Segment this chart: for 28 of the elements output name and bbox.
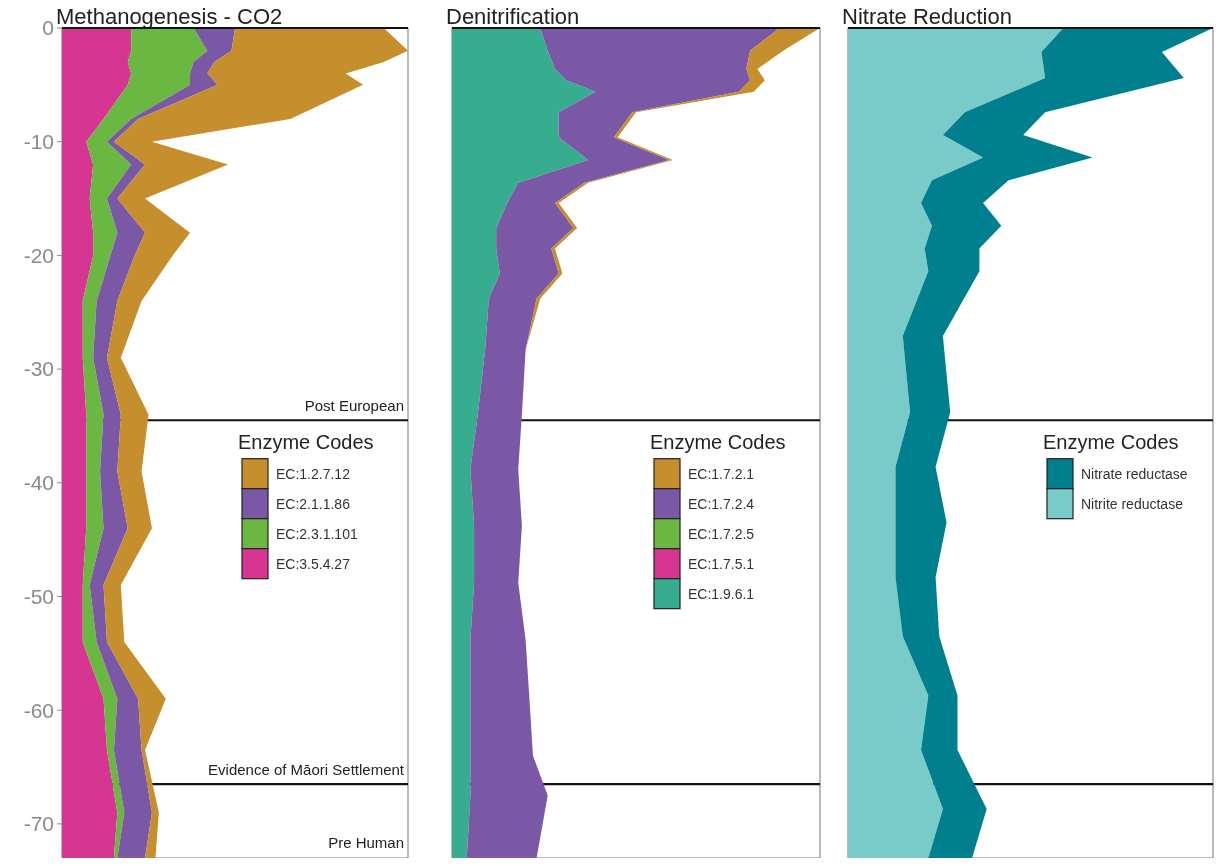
y-tick-label: -30 [23,357,54,381]
ref-line-label: Post European [304,397,404,415]
legend-title: Enzyme Codes [1043,430,1179,453]
legend-label: Nitrite reductase [1081,495,1184,512]
legend-title: Enzyme Codes [650,430,786,453]
legend-label: EC:1.9.6.1 [688,585,755,602]
legend-label: EC:1.7.5.1 [688,555,755,572]
y-tick-label: -40 [23,471,54,495]
legend-label: EC:1.7.2.1 [688,465,755,482]
y-tick-label: -20 [23,243,54,267]
legend-label: EC:2.3.1.101 [276,525,358,542]
legend-title: Enzyme Codes [238,430,374,453]
ref-line-label: Evidence of Māori Settlement [208,761,405,779]
y-tick-label: -10 [23,130,54,154]
y-tick-label: -60 [23,698,54,722]
legend-label: EC:1.2.7.12 [276,465,351,482]
legend-label: EC:2.1.1.86 [276,495,351,512]
y-tick-label: -70 [23,812,54,836]
chart-title: Nitrate Reduction [842,4,1012,29]
y-tick-label: -50 [23,584,54,608]
y-tick-label: 0 [42,16,54,40]
chart-title: Denitrification [446,4,580,29]
legend-label: EC:3.5.4.27 [276,555,351,572]
legend-label: EC:1.7.2.4 [688,495,755,512]
annotation: Pre Human [328,834,404,851]
legend-label: Nitrate reductase [1081,465,1188,482]
legend-label: EC:1.7.2.5 [688,525,755,542]
chart-title: Methanogenesis - CO2 [56,4,283,29]
